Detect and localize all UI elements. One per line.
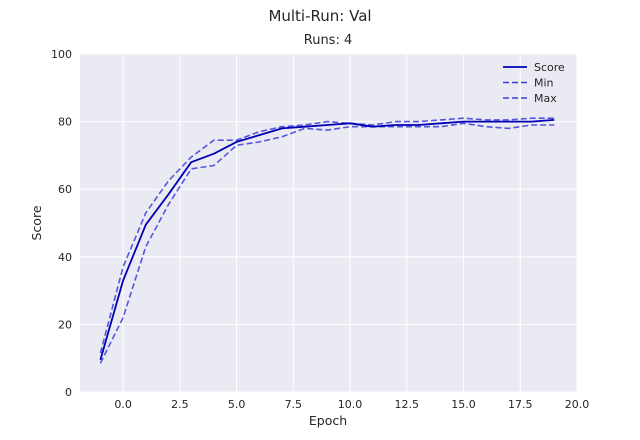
y-tick-label: 20 bbox=[58, 318, 72, 331]
y-tick-label: 60 bbox=[58, 183, 72, 196]
y-tick-label: 40 bbox=[58, 251, 72, 264]
ticks-layer: 0.0 2.5 5.0 7.5 10.0 12.5 15.0 17.5 20.0 0 20 40 60 8… bbox=[51, 48, 589, 411]
legend: Score Min Max bbox=[503, 61, 565, 105]
series-layer bbox=[99, 117, 555, 364]
legend-label-min: Min bbox=[534, 77, 554, 90]
series-line-max bbox=[99, 117, 555, 354]
y-tick-label: 0 bbox=[65, 386, 72, 399]
x-tick-label: 7.5 bbox=[285, 398, 303, 411]
chart-subtitle: Runs: 4 bbox=[304, 33, 352, 48]
x-tick-label: 15.0 bbox=[451, 398, 476, 411]
x-tick-label: 0.0 bbox=[114, 398, 132, 411]
x-tick-label: 12.5 bbox=[395, 398, 420, 411]
x-tick-label: 5.0 bbox=[228, 398, 246, 411]
legend-label-max: Max bbox=[534, 92, 557, 105]
x-axis-label: Epoch bbox=[309, 413, 347, 428]
series-line-min bbox=[99, 122, 555, 364]
plot-area bbox=[80, 54, 577, 392]
x-tick-label: 2.5 bbox=[171, 398, 189, 411]
legend-label-score: Score bbox=[534, 61, 565, 74]
series-line-score bbox=[99, 119, 555, 361]
chart-title: Multi-Run: Val bbox=[268, 7, 371, 25]
x-tick-label: 17.5 bbox=[508, 398, 533, 411]
x-tick-label: 10.0 bbox=[338, 398, 363, 411]
y-tick-label: 80 bbox=[58, 116, 72, 129]
x-tick-label: 20.0 bbox=[565, 398, 590, 411]
y-axis-label: Score bbox=[29, 205, 44, 240]
y-tick-label: 100 bbox=[51, 48, 72, 61]
